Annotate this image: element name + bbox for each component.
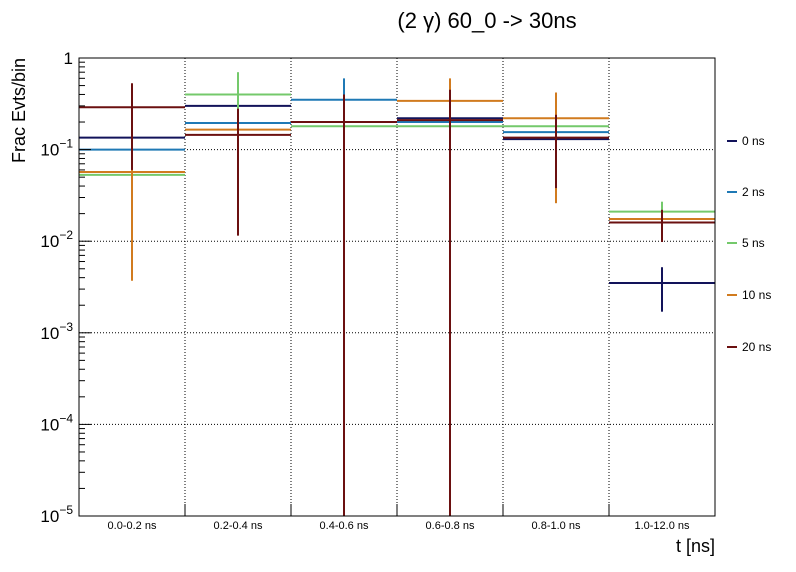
y-tick-label: 10−1 [40, 137, 73, 160]
y-tick-base: 1 [64, 49, 73, 68]
x-tick-label: 0.2-0.4 ns [214, 520, 263, 532]
legend-entry: 20 ns [742, 340, 771, 354]
x-tick-label: 0.0-0.2 ns [108, 520, 157, 532]
y-tick-label: 10−4 [40, 411, 73, 434]
x-tick-label: 0.4-0.6 ns [320, 520, 369, 532]
legend-entry: 5 ns [742, 236, 765, 250]
legend-entry: 2 ns [742, 185, 765, 199]
y-tick-exponent: −3 [59, 320, 73, 334]
y-tick-base: 10 [40, 141, 59, 160]
y-axis-label: Frac Evts/bin [9, 58, 29, 163]
y-tick-label: 10−2 [40, 228, 73, 251]
x-tick-label: 0.6-0.8 ns [426, 520, 475, 532]
legend-entry: 0 ns [742, 134, 765, 148]
y-tick-exponent: −4 [59, 411, 73, 425]
y-tick-base: 10 [40, 324, 59, 343]
legend: 0 ns 2 ns 5 ns 10 ns 20 ns [727, 134, 771, 354]
y-tick-exponent: −2 [59, 228, 73, 242]
x-tick-labels: 0.0-0.2 ns 0.2-0.4 ns 0.4-0.6 ns 0.6-0.8 ns… [108, 520, 690, 532]
y-tick-base: 10 [40, 232, 59, 251]
y-tick-label: 10−3 [40, 320, 73, 343]
y-tick-label: 10−5 [40, 503, 73, 526]
x-tick-label: 1.0-12.0 ns [634, 520, 690, 532]
grid-layer [79, 58, 715, 516]
y-tick-base: 10 [40, 507, 59, 526]
y-tick-exponent: −1 [59, 137, 73, 151]
y-tick-base: 10 [40, 415, 59, 434]
x-axis-label: t [ns] [676, 536, 715, 556]
y-tick-label: 1 [64, 49, 73, 68]
chart-title: (2 γ) 60_0 -> 30ns [397, 8, 576, 33]
axis-ticks [79, 57, 610, 517]
data-layer [79, 72, 715, 516]
x-tick-label: 0.8-1.0 ns [532, 520, 581, 532]
y-tick-labels: 110−110−210−310−410−5 [40, 49, 73, 526]
legend-entry: 10 ns [742, 288, 771, 302]
y-tick-exponent: −5 [59, 503, 73, 517]
